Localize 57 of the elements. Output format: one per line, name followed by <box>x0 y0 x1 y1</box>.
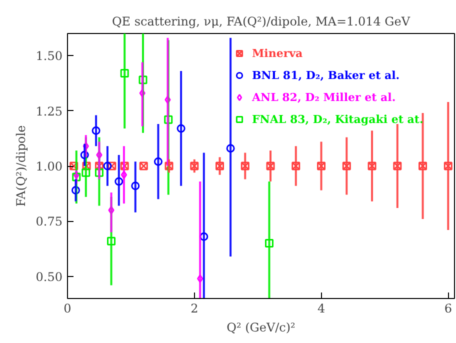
y-tick-label: 0.75 <box>36 214 62 229</box>
point <box>240 162 250 170</box>
x-tick-label: 0 <box>64 302 72 316</box>
y-tick-label: 1.50 <box>36 49 62 64</box>
point <box>103 162 112 170</box>
point <box>114 177 124 186</box>
point <box>82 168 90 177</box>
point <box>82 142 89 150</box>
legend-label: BNL 81, D₂, Baker et al. <box>252 68 400 82</box>
point <box>139 88 146 98</box>
point <box>108 206 114 214</box>
point <box>368 162 376 170</box>
legend-label: Minerva <box>252 46 303 60</box>
legend-label: ANL 82, D₂ Miller et al. <box>252 90 396 104</box>
point <box>317 162 326 170</box>
point <box>164 162 174 170</box>
point <box>131 182 140 190</box>
y-tick-label: 0.50 <box>36 270 62 284</box>
point <box>96 150 102 160</box>
point <box>292 162 300 170</box>
point <box>120 162 129 170</box>
point <box>265 239 274 248</box>
point <box>216 162 224 170</box>
point <box>164 115 173 124</box>
point <box>94 162 104 170</box>
point <box>120 69 129 78</box>
point <box>226 144 235 153</box>
x-tick-label: 2 <box>190 302 198 316</box>
point <box>154 157 162 166</box>
point <box>72 186 80 195</box>
point <box>82 162 91 170</box>
point <box>266 162 275 170</box>
point <box>342 162 351 170</box>
point <box>138 76 148 84</box>
y-tick-label: 1.00 <box>36 160 62 174</box>
x-tick-label: 6 <box>444 302 452 316</box>
point <box>164 96 171 104</box>
y-tick-label: 1.25 <box>36 104 62 118</box>
y-axis-title: FA(Q²)/dipole <box>14 125 28 207</box>
point <box>108 162 116 170</box>
point <box>200 232 208 241</box>
point <box>70 162 78 170</box>
point <box>80 150 89 160</box>
chart-title: QE scattering, νμ, FA(Q²)/dipole, MA=1.014 GeV <box>112 14 410 28</box>
x-axis-title: Q² (GeV/c)² <box>226 320 296 334</box>
point <box>393 162 402 170</box>
point <box>444 162 452 170</box>
point <box>176 124 186 133</box>
point <box>190 162 199 170</box>
point <box>107 236 116 246</box>
point <box>94 168 104 177</box>
point <box>92 126 100 135</box>
point <box>418 162 428 170</box>
point <box>139 162 148 170</box>
point <box>197 274 204 283</box>
point <box>120 170 128 180</box>
x-tick-label: 4 <box>317 302 326 316</box>
